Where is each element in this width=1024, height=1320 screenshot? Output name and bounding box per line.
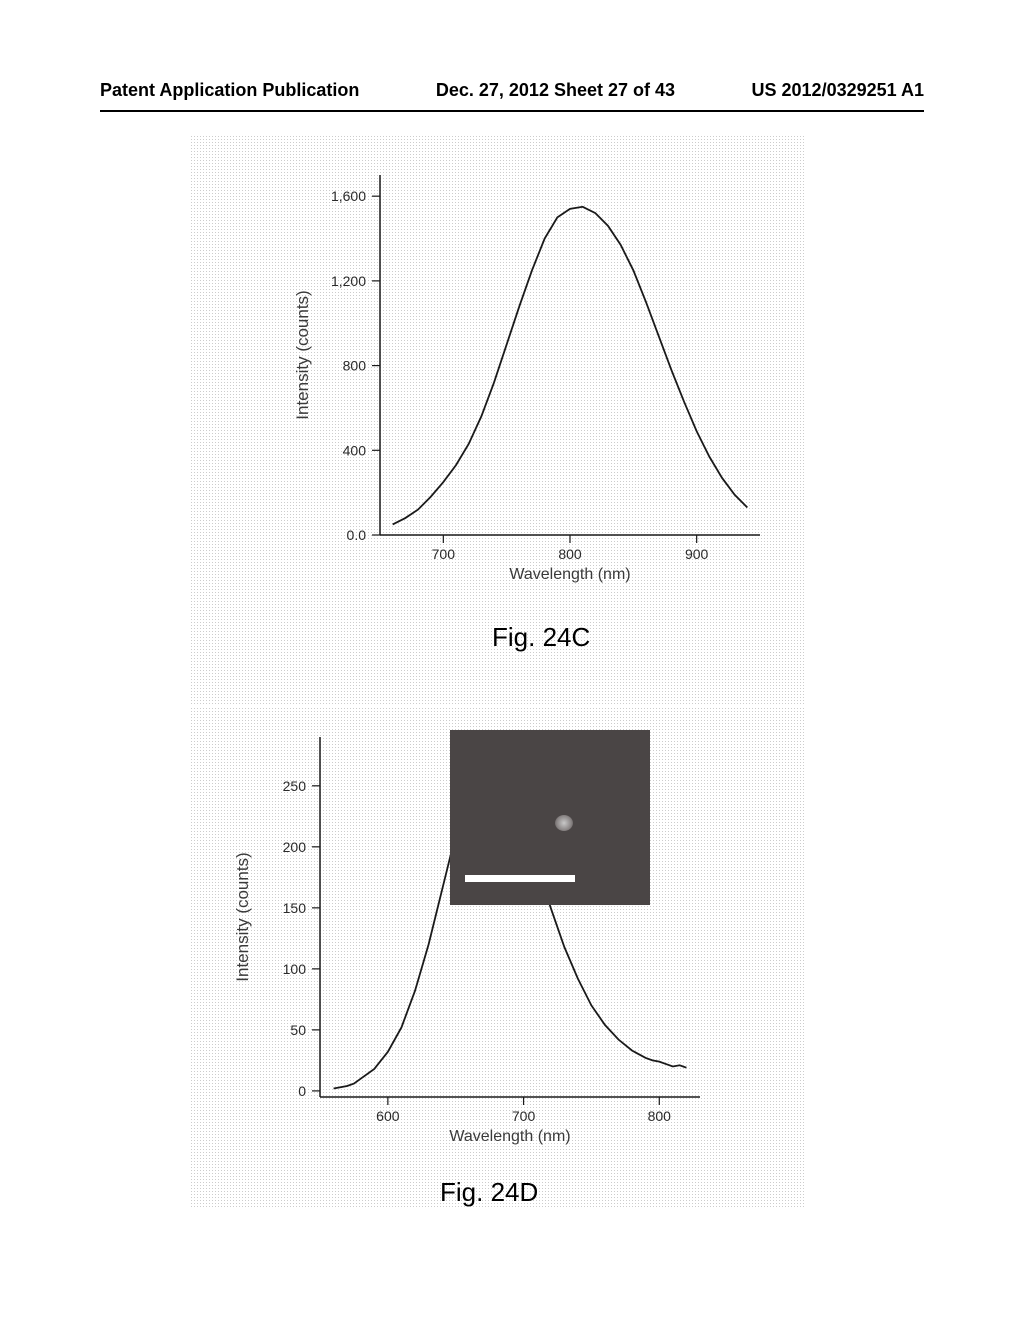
svg-text:Intensity (counts): Intensity (counts) [233, 852, 252, 981]
svg-text:600: 600 [376, 1108, 400, 1124]
svg-text:0.0: 0.0 [347, 527, 367, 543]
header-right: US 2012/0329251 A1 [752, 80, 924, 101]
inset-microscopy-image [450, 730, 650, 905]
svg-text:700: 700 [432, 546, 456, 562]
figure-label-24d: Fig. 24D [440, 1177, 538, 1208]
svg-text:900: 900 [685, 546, 709, 562]
inset-spot [555, 815, 573, 831]
inset-scalebar [465, 875, 575, 882]
svg-text:100: 100 [283, 961, 307, 977]
header-center: Dec. 27, 2012 Sheet 27 of 43 [436, 80, 675, 101]
svg-text:1,600: 1,600 [331, 188, 366, 204]
chart-24c: 0.0 400 800 1,200 1,600 700 800 900 Intensity (c… [280, 155, 780, 605]
svg-text:400: 400 [343, 442, 367, 458]
svg-text:0: 0 [298, 1083, 306, 1099]
page-header: Patent Application Publication Dec. 27, … [0, 80, 1024, 101]
figure-label-24c: Fig. 24C [492, 622, 590, 653]
svg-text:700: 700 [512, 1108, 536, 1124]
svg-text:1,200: 1,200 [331, 273, 366, 289]
svg-text:800: 800 [558, 546, 582, 562]
svg-text:800: 800 [648, 1108, 672, 1124]
svg-text:Wavelength (nm): Wavelength (nm) [449, 1128, 570, 1145]
header-divider [100, 110, 924, 112]
svg-text:Intensity (counts): Intensity (counts) [293, 290, 312, 419]
header-left: Patent Application Publication [100, 80, 359, 101]
svg-text:Wavelength (nm): Wavelength (nm) [509, 566, 630, 583]
svg-text:800: 800 [343, 358, 367, 374]
svg-text:150: 150 [283, 900, 307, 916]
svg-text:200: 200 [283, 839, 307, 855]
svg-text:250: 250 [283, 778, 307, 794]
chart-24c-svg: 0.0 400 800 1,200 1,600 700 800 900 Intensity (c… [280, 155, 780, 605]
svg-text:50: 50 [290, 1022, 306, 1038]
